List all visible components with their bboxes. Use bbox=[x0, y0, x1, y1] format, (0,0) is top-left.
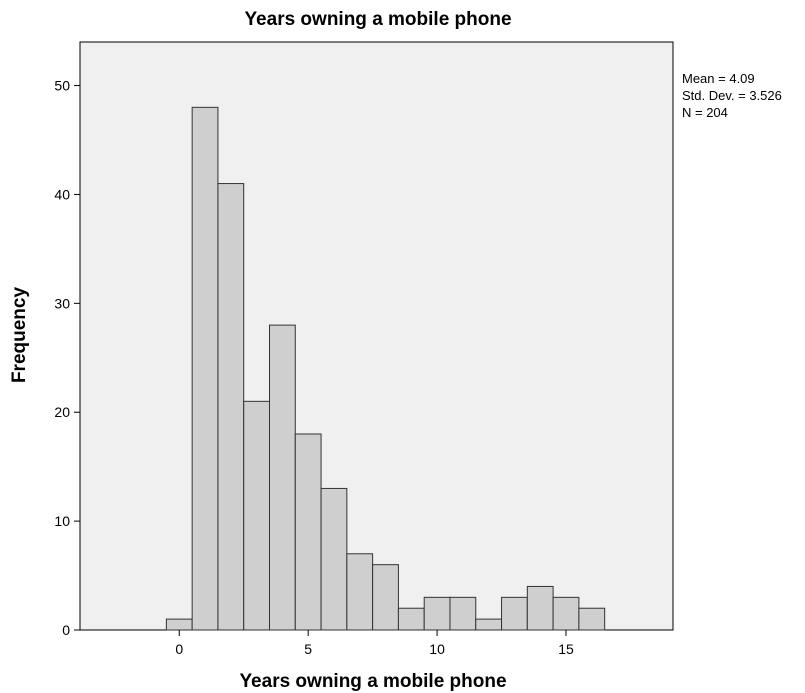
histogram-bar-16 bbox=[578, 607, 606, 631]
histogram-bar-5 bbox=[294, 433, 322, 631]
y-axis: 0 10 20 30 40 50 bbox=[54, 78, 80, 638]
y-tick-label-20: 20 bbox=[54, 404, 70, 420]
histogram-bar-13 bbox=[501, 596, 528, 631]
y-axis-label: Frequency bbox=[9, 287, 30, 384]
histogram-bar-11 bbox=[449, 596, 477, 631]
stats-line-2: N = 204 bbox=[682, 105, 728, 120]
histogram-bar-3 bbox=[243, 400, 271, 631]
x-tick-label-10: 10 bbox=[429, 641, 445, 657]
histogram-bar-8 bbox=[372, 564, 399, 631]
histogram-bar-15 bbox=[552, 596, 580, 631]
histogram-bar-12 bbox=[475, 618, 503, 631]
histogram-bar-9 bbox=[397, 607, 425, 631]
stats-line-1: Std. Dev. = 3.526 bbox=[682, 88, 782, 103]
x-axis: 0 5 10 15 bbox=[175, 630, 574, 657]
plot-area bbox=[79, 41, 674, 631]
histogram-bar-4 bbox=[269, 324, 296, 631]
histogram-bar-0 bbox=[165, 618, 193, 631]
y-tick-label-30: 30 bbox=[54, 295, 70, 311]
histogram-bar-7 bbox=[346, 553, 374, 631]
x-tick-label-0: 0 bbox=[175, 641, 183, 657]
histogram-bar-1 bbox=[191, 106, 219, 631]
x-axis-label: Years owning a mobile phone bbox=[239, 671, 506, 692]
y-tick-label-0: 0 bbox=[62, 622, 70, 638]
chart-title: Years owning a mobile phone bbox=[244, 9, 511, 30]
histogram-bar-10 bbox=[423, 596, 451, 631]
y-tick-label-50: 50 bbox=[54, 78, 70, 94]
histogram-bar-2 bbox=[217, 183, 245, 631]
histogram-bar-6 bbox=[320, 487, 348, 631]
y-tick-label-40: 40 bbox=[54, 186, 70, 202]
histogram-bar-14 bbox=[526, 585, 554, 631]
x-tick-label-5: 5 bbox=[304, 641, 312, 657]
stats-box: Mean = 4.09 Std. Dev. = 3.526 N = 204 bbox=[682, 71, 782, 120]
x-tick-label-15: 15 bbox=[558, 641, 574, 657]
bars-group bbox=[165, 106, 606, 631]
y-tick-label-10: 10 bbox=[54, 513, 70, 529]
stats-line-0: Mean = 4.09 bbox=[682, 71, 755, 86]
